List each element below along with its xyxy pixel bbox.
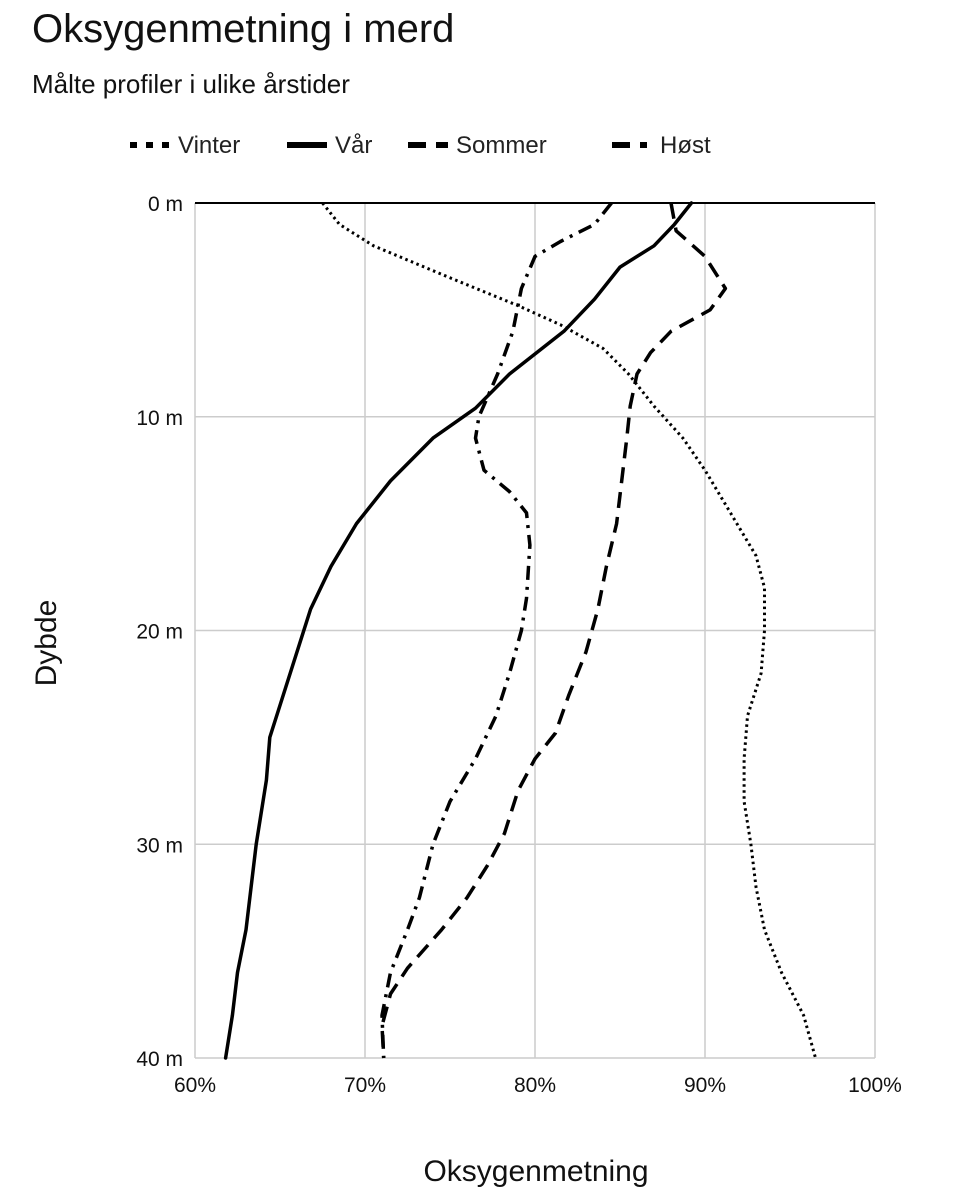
y-tick-label: 40 m bbox=[136, 1048, 183, 1071]
legend-label-vår: Vår bbox=[335, 132, 372, 159]
x-tick-label: 70% bbox=[344, 1074, 386, 1097]
y-tick-label: 10 m bbox=[136, 407, 183, 430]
series-line-vår bbox=[223, 201, 694, 1060]
series-line-høst bbox=[380, 201, 613, 1059]
x-axis-title: Oksygenmetning bbox=[423, 1155, 648, 1188]
series-lines bbox=[223, 201, 817, 1060]
y-tick-label: 0 m bbox=[148, 193, 183, 216]
chart-subtitle: Målte profiler i ulike årstider bbox=[32, 69, 350, 99]
x-tick-label: 60% bbox=[174, 1074, 216, 1097]
chart-title: Oksygenmetning i merd bbox=[32, 7, 454, 51]
x-tick-label: 80% bbox=[514, 1074, 556, 1097]
y-tick-label: 20 m bbox=[136, 621, 183, 644]
y-axis-title: Dybde bbox=[30, 600, 63, 687]
legend-label-sommer: Sommer bbox=[456, 132, 547, 159]
y-tick-label: 30 m bbox=[136, 834, 183, 857]
x-tick-label: 90% bbox=[684, 1074, 726, 1097]
x-tick-label: 100% bbox=[848, 1074, 902, 1097]
grid-lines bbox=[194, 202, 876, 1059]
x-axis-ticks: 60% 70% 80% 90% 100% bbox=[174, 1074, 902, 1097]
legend-label-vinter: Vinter bbox=[178, 132, 240, 159]
legend-label-høst: Høst bbox=[660, 132, 711, 159]
y-axis-ticks: 0 m 10 m 20 m 30 m 40 m bbox=[136, 193, 183, 1071]
legend: Vinter Vår Sommer Høst bbox=[130, 132, 711, 159]
